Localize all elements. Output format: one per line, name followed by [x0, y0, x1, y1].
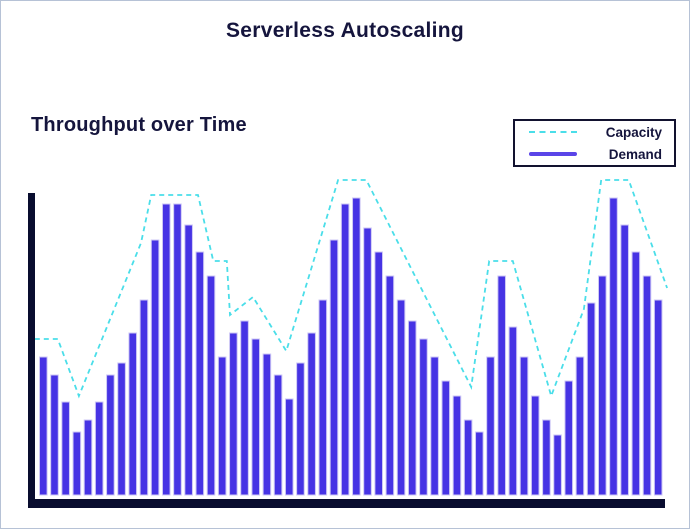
demand-bars — [39, 197, 663, 496]
y-axis — [28, 193, 35, 508]
demand-bar — [128, 332, 138, 496]
demand-bar — [307, 332, 316, 496]
demand-bar — [352, 197, 361, 496]
demand-bar — [564, 380, 574, 496]
demand-bar — [39, 356, 48, 496]
demand-bar — [441, 380, 451, 496]
demand-bar — [296, 362, 305, 496]
legend-label-capacity: Capacity — [605, 124, 662, 140]
demand-bar — [430, 356, 439, 496]
demand-bar — [50, 374, 59, 496]
demand-bar — [519, 356, 529, 496]
demand-bar — [173, 203, 182, 496]
demand-bar — [184, 224, 193, 496]
demand-bar — [83, 419, 93, 496]
demand-bar — [575, 356, 585, 496]
demand-bar — [161, 203, 171, 496]
demand-bar — [363, 227, 372, 496]
demand-bar — [329, 239, 339, 496]
demand-bar — [374, 251, 383, 496]
demand-bar — [508, 326, 518, 496]
demand-bar — [396, 299, 406, 496]
legend-item-capacity: Capacity — [529, 125, 662, 140]
demand-bar — [452, 395, 462, 496]
page-title: Serverless Autoscaling — [225, 19, 465, 42]
demand-bar — [475, 431, 484, 496]
legend-label-demand: Demand — [608, 146, 662, 162]
demand-bar — [251, 338, 261, 496]
chart-heading: Throughput over Time — [31, 114, 247, 136]
demand-bar — [586, 302, 596, 496]
demand-bar — [139, 299, 149, 496]
demand-bar — [542, 419, 551, 496]
x-axis — [28, 499, 665, 508]
demand-bar — [631, 251, 641, 496]
demand-bar — [463, 419, 473, 496]
demand-bar — [106, 374, 115, 496]
demand-bar — [419, 338, 428, 496]
demand-bar — [217, 356, 227, 496]
legend-item-demand: Demand — [529, 147, 662, 162]
chart-legend: Capacity Demand — [513, 119, 676, 167]
demand-bar — [407, 320, 417, 496]
demand-bar — [385, 275, 395, 496]
demand-bar — [240, 320, 249, 496]
capacity-line-swatch — [529, 131, 577, 133]
demand-bar — [195, 251, 205, 496]
demand-bar — [229, 332, 238, 496]
demand-line-swatch — [529, 152, 577, 156]
capacity-line — [34, 179, 668, 399]
demand-bar — [620, 224, 629, 496]
demand-bar — [150, 239, 160, 496]
demand-bar — [117, 362, 126, 496]
demand-bar — [273, 374, 283, 496]
demand-bar — [642, 275, 652, 496]
demand-bar — [530, 395, 540, 496]
demand-bar — [486, 356, 495, 496]
demand-bar — [206, 275, 216, 496]
demand-bar — [553, 434, 562, 496]
demand-bar — [318, 299, 328, 496]
demand-bar — [72, 431, 82, 496]
demand-bar — [94, 401, 104, 496]
demand-bar — [609, 197, 618, 496]
demand-bar — [598, 275, 607, 496]
demand-bar — [284, 398, 294, 496]
demand-bar — [262, 353, 272, 496]
demand-bar — [497, 275, 506, 496]
demand-bar — [340, 203, 350, 496]
demand-bar — [653, 299, 663, 496]
demand-bar — [61, 401, 70, 496]
